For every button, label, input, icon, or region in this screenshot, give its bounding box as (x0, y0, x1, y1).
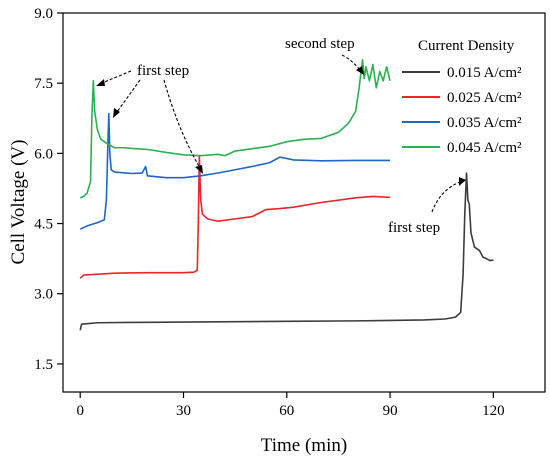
annotation-first-step-right: first step (388, 177, 466, 236)
x-tick-label: 30 (176, 403, 191, 419)
legend-entry: 0.015 A/cm² (402, 65, 522, 81)
annotation-arrowhead (459, 177, 466, 186)
x-tick-label: 90 (383, 403, 398, 419)
legend-label: 0.035 A/cm² (447, 115, 522, 131)
series-line (79, 154, 391, 279)
legend-entry: 0.045 A/cm² (402, 140, 522, 156)
annotation-arrow (431, 181, 461, 213)
series-line (79, 58, 391, 199)
y-tick-label: 7.5 (34, 76, 53, 92)
annotation-arrowhead (195, 165, 203, 174)
x-tick-label: 120 (482, 403, 505, 419)
legend-label: 0.045 A/cm² (447, 140, 522, 156)
legend-entry: 0.035 A/cm² (402, 115, 522, 131)
y-tick-label: 3.0 (34, 287, 53, 303)
annotation-label: first step (137, 63, 189, 79)
legend-entry: 0.025 A/cm² (402, 90, 522, 106)
x-tick-label: 0 (76, 403, 84, 419)
plot-frame (62, 12, 546, 393)
series-layer (79, 58, 494, 331)
x-axis-label: Time (min) (261, 435, 347, 456)
series-line (79, 172, 494, 331)
x-tick-label: 60 (279, 403, 294, 419)
legend-title: Current Density (418, 38, 515, 54)
legend-label: 0.015 A/cm² (447, 65, 522, 81)
annotation-arrowhead (113, 108, 120, 118)
annotation-arrowhead (356, 66, 364, 75)
y-tick-label: 1.5 (34, 357, 53, 373)
legend: 0.015 A/cm² 0.025 A/cm² 0.035 A/cm² 0.045 A… (402, 65, 522, 156)
series-line (79, 112, 391, 230)
annotation-second-step: second step (285, 36, 364, 75)
y-tick-label: 6.0 (34, 146, 53, 162)
annotation-arrow (101, 70, 132, 84)
annotation-label: first step (388, 220, 440, 236)
annotation-first-step-top: first step (96, 63, 203, 174)
annotation-arrow (163, 79, 201, 169)
annotation-label: second step (285, 36, 355, 52)
annotation-arrowhead (96, 79, 105, 86)
y-tick-label: 4.5 (34, 217, 53, 233)
annotation-arrow (116, 79, 141, 113)
y-tick-label: 9.0 (34, 6, 53, 22)
legend-label: 0.025 A/cm² (447, 90, 522, 106)
ticks-layer: 0 30 60 90 120 1.5 3.0 4.5 6.0 7.5 9.0 (34, 6, 504, 419)
y-axis-label: Cell Voltage (V) (8, 140, 29, 265)
